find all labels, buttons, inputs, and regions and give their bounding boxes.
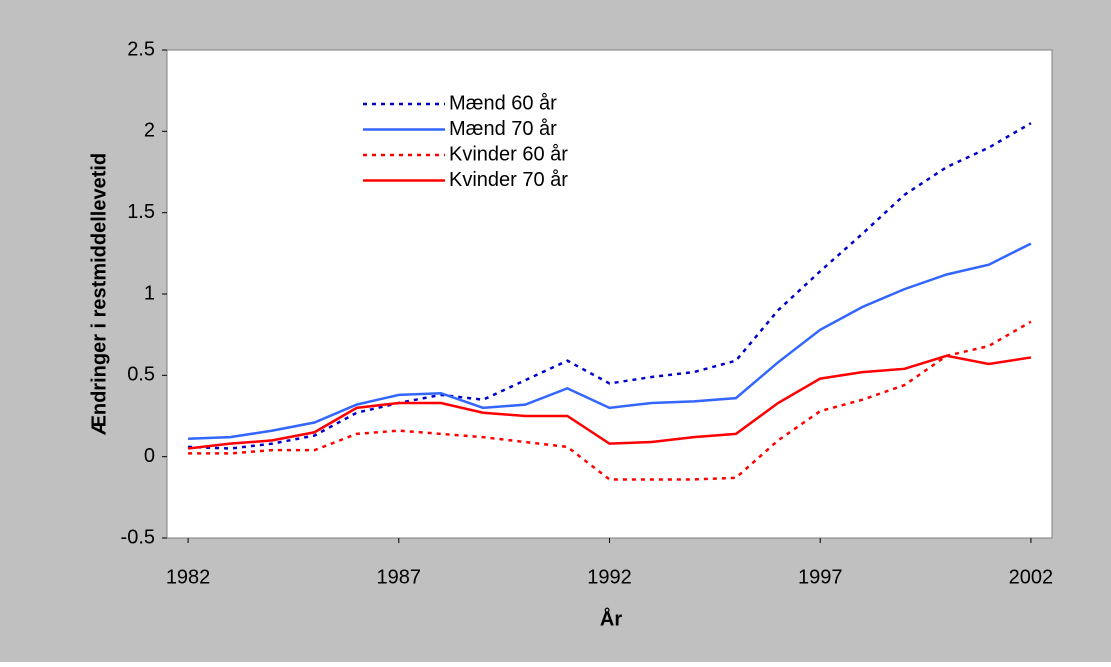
x-axis-label: År bbox=[600, 606, 622, 630]
x-tick-label: 2002 bbox=[1009, 566, 1054, 588]
x-tick-label: 1982 bbox=[166, 566, 211, 588]
y-tick-label: 1 bbox=[144, 282, 155, 304]
legend-label: Kvinder 70 år bbox=[449, 169, 568, 191]
x-tick-label: 1992 bbox=[587, 566, 632, 588]
x-tick-label: 1987 bbox=[377, 566, 422, 588]
series-line bbox=[188, 242, 1032, 441]
legend-label: Kvinder 60 år bbox=[449, 143, 568, 165]
series-line bbox=[188, 122, 1032, 450]
y-tick-label: 2 bbox=[144, 120, 155, 142]
y-tick-label: -0.5 bbox=[121, 526, 155, 548]
y-axis-label: Ændringer i restmiddellevetid bbox=[88, 153, 110, 435]
series-line bbox=[187, 354, 1032, 450]
plot-area bbox=[166, 49, 1053, 539]
x-tick-label: 1997 bbox=[798, 566, 843, 588]
legend-label: Mænd 70 år bbox=[449, 118, 557, 140]
y-tick-label: 0.5 bbox=[127, 364, 155, 386]
y-tick-label: 1.5 bbox=[127, 201, 155, 223]
y-tick-label: 0 bbox=[144, 445, 155, 467]
legend-label: Mænd 60 år bbox=[449, 92, 557, 114]
y-tick-label: 2.5 bbox=[127, 38, 155, 60]
